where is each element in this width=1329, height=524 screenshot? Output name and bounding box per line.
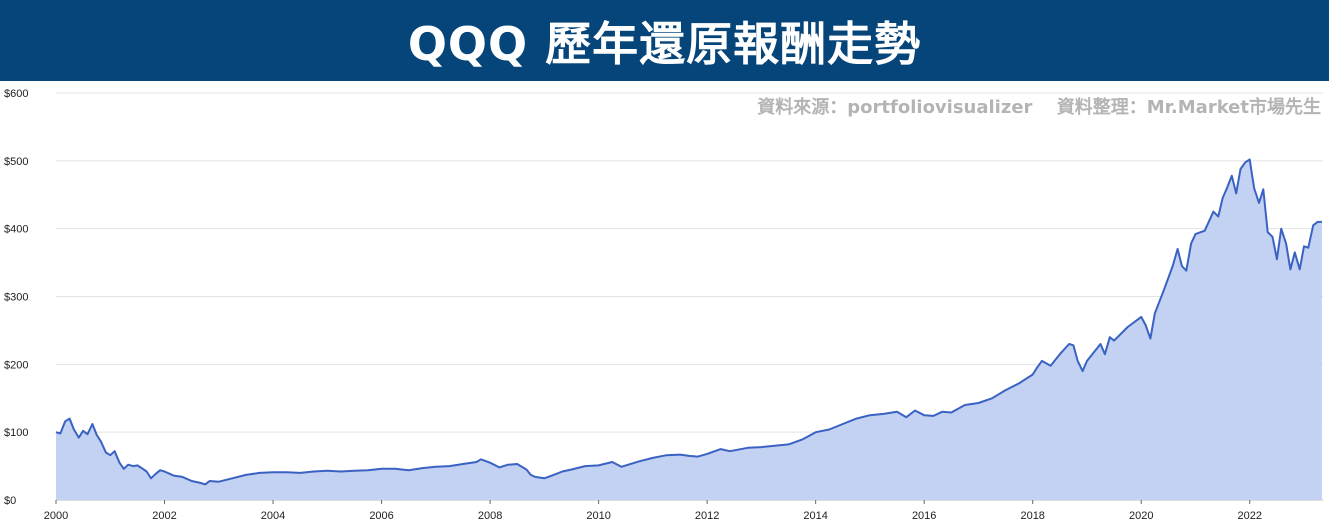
y-tick-label: $0 [4,495,16,507]
series-area-fill [56,159,1322,500]
source-note: 資料來源：portfoliovisualizer 資料整理：Mr.Market市… [757,93,1321,119]
x-tick-label: 2000 [44,510,68,522]
x-tick-label: 2018 [1020,510,1044,522]
x-tick-label: 2008 [478,510,502,522]
series-line [55,158,1322,486]
y-tick-label: $500 [4,156,28,168]
x-tick-label: 2016 [912,510,936,522]
x-tick-label: 2022 [1238,510,1262,522]
plot-area [55,158,1322,500]
x-tick-label: 2006 [369,510,393,522]
y-tick-label: $600 [4,88,28,100]
title-banner: QQQ 歷年還原報酬走勢 [0,0,1329,81]
y-tick-label: $400 [4,224,28,236]
chart-title: QQQ 歷年還原報酬走勢 [407,16,922,71]
x-tick-label: 2004 [261,510,285,522]
y-tick-label: $200 [4,359,28,371]
x-tick-label: 2014 [803,510,827,522]
y-tick-label: $100 [4,427,28,439]
x-tick-label: 2020 [1129,510,1153,522]
x-tick-label: 2012 [695,510,719,522]
data-source-text: 資料來源：portfoliovisualizer [757,97,1033,118]
axes: $0 $100 $200 $300 $400 $500 $600 2000 2002 2004 20… [4,88,1262,522]
y-tick-label: $300 [4,292,28,304]
x-tick-label: 2002 [152,510,176,522]
compiled-by-text: 資料整理：Mr.Market市場先生 [1056,97,1321,118]
x-tick-label: 2010 [586,510,610,522]
